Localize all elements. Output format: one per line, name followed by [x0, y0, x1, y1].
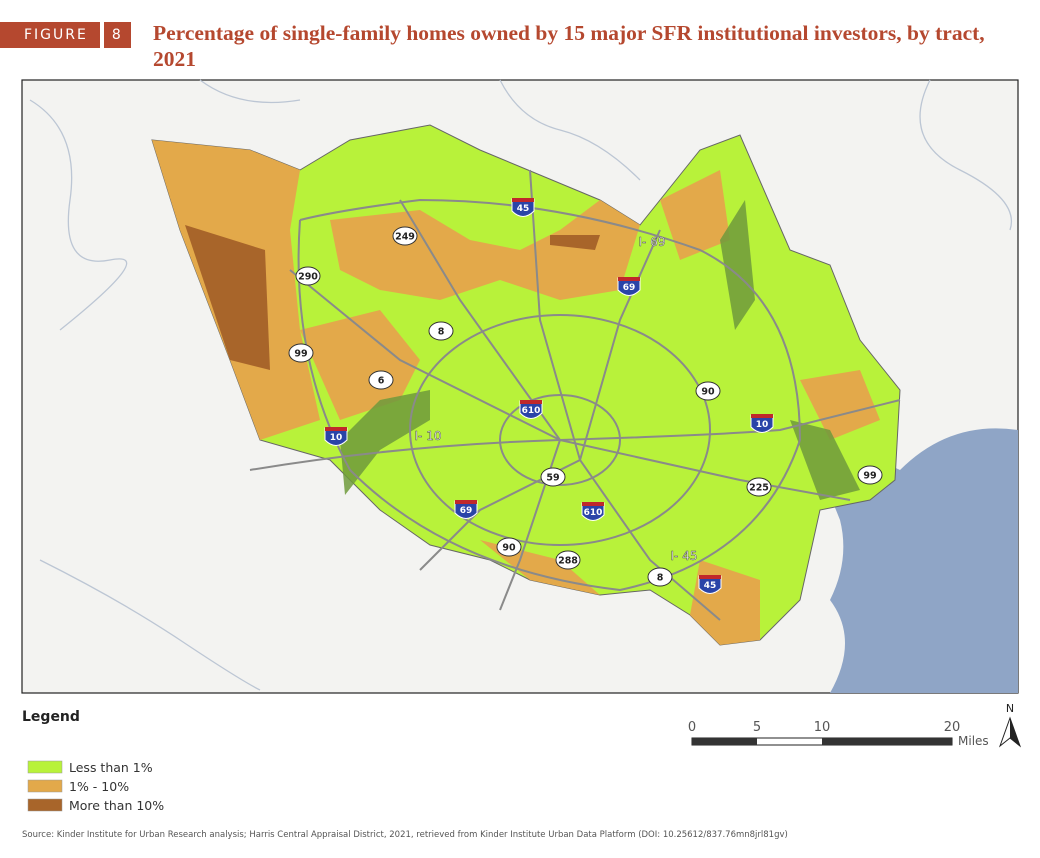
route-shield	[288, 343, 314, 363]
road-label: 610	[522, 406, 541, 416]
road-label: 6	[378, 376, 385, 387]
route-shield	[368, 370, 394, 390]
legend-swatch	[27, 779, 63, 793]
interstate-top	[520, 400, 542, 404]
interstate-top	[455, 500, 477, 504]
figure-number: 8	[103, 22, 131, 48]
scale-tick-label: 10	[814, 720, 831, 735]
road-label: I- 69	[639, 235, 666, 249]
legend-label: Less than 1%	[69, 760, 153, 775]
interstate-top	[325, 427, 347, 431]
figure-label: FIGURE	[0, 22, 100, 48]
scale-tick-label: 20	[944, 720, 961, 735]
legend: Less than 1% 1% - 10% More than 10%	[27, 760, 164, 813]
road-label: 610	[584, 508, 603, 518]
interstate-shield	[581, 502, 605, 521]
interstate-top	[512, 198, 534, 202]
road-label: 90	[502, 543, 516, 554]
road-label: I- 45	[671, 549, 698, 563]
road-label: 290	[298, 272, 318, 283]
interstate-shield	[519, 400, 543, 419]
interstate-shield	[454, 500, 478, 519]
road-label: 90	[701, 387, 715, 398]
route-shield	[857, 465, 883, 485]
brown-tract	[185, 225, 270, 370]
road-label: 69	[460, 506, 473, 516]
route-shield	[496, 537, 522, 557]
route-shield	[428, 321, 454, 341]
road-label: 10	[756, 420, 769, 430]
green-areas	[340, 200, 860, 500]
route-shield	[555, 550, 581, 570]
road-label: 10	[330, 433, 343, 443]
scale-tick-label: 0	[688, 720, 696, 735]
legend-label: More than 10%	[69, 798, 164, 813]
north-arrow-fill	[1010, 718, 1020, 746]
brown-tract	[550, 235, 600, 250]
interstate-shield	[698, 575, 722, 594]
route-shield	[295, 266, 321, 286]
scale-bar	[691, 737, 953, 746]
road-shields: 45 249 290 69 I- 69 8 99 6 610 90 10 I- 10 10 59 99 225…	[288, 198, 883, 594]
legend-swatch	[27, 798, 63, 812]
interstate-shield	[750, 414, 774, 433]
road-label: 288	[558, 556, 578, 567]
scale-unit: Miles	[958, 734, 989, 748]
interstate-top	[582, 502, 604, 506]
road-label: 45	[704, 581, 717, 591]
interstate-top	[699, 575, 721, 579]
road-label: 59	[546, 473, 559, 484]
legend-label: 1% - 10%	[69, 779, 129, 794]
road-label: 8	[657, 573, 664, 584]
source: Source: Kinder Institute for Urban Resea…	[22, 830, 788, 840]
scale-ticks: 0 5 10 20	[688, 720, 960, 735]
route-shield	[746, 477, 772, 497]
legend-swatch	[27, 760, 63, 774]
route-shield	[392, 226, 418, 246]
road-label: 225	[749, 483, 769, 494]
scale-tick-label: 5	[753, 720, 761, 735]
road-label: 249	[395, 232, 415, 243]
figure-tag: FIGURE 8	[0, 22, 131, 48]
interstate-shield	[324, 427, 348, 446]
road-label: 8	[438, 327, 445, 338]
interstate-top	[618, 277, 640, 281]
north-label: N	[1006, 702, 1014, 715]
interstate-shield	[617, 277, 641, 296]
route-shield	[695, 381, 721, 401]
road-label: 45	[517, 204, 530, 214]
road-label: I- 10	[415, 429, 442, 443]
road-label: 99	[863, 471, 876, 482]
interstate-top	[751, 414, 773, 418]
legend-title: Legend	[22, 709, 80, 725]
route-shield	[647, 567, 673, 587]
road-label: 99	[294, 349, 307, 360]
title: Percentage of single-family homes owned …	[153, 21, 985, 71]
road-label: 69	[623, 283, 636, 293]
route-shield	[540, 467, 566, 487]
interstate-shield	[511, 198, 535, 217]
